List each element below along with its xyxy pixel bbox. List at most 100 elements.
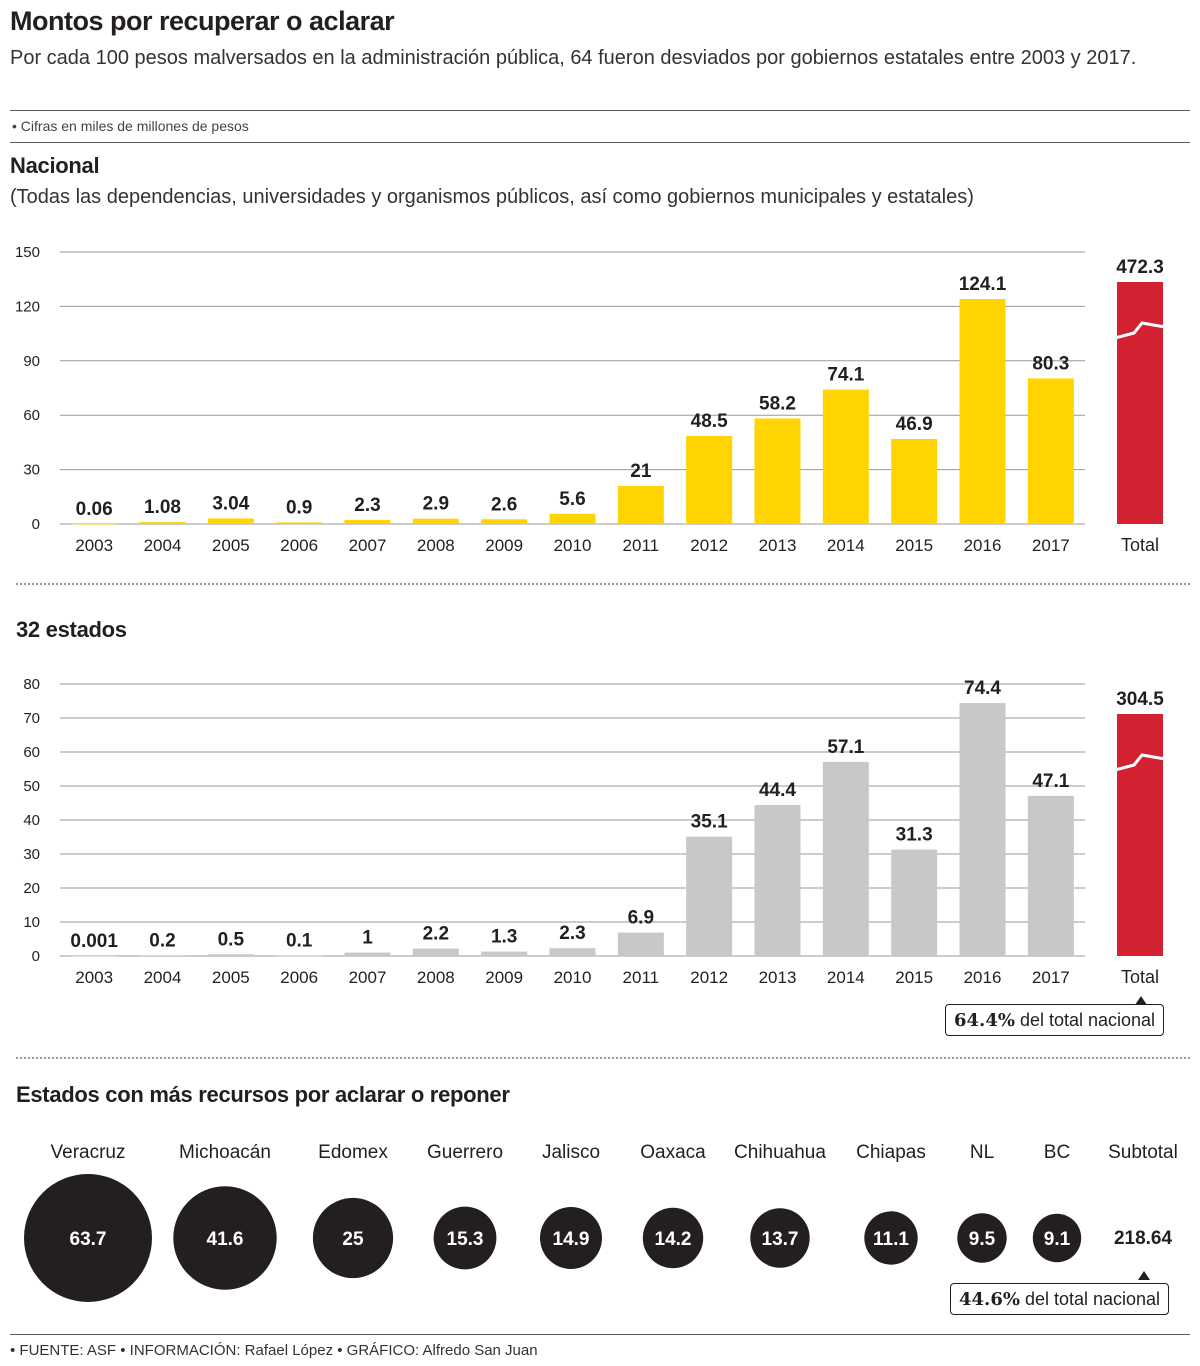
estados-value-label: 1.3 [491,927,517,948]
nacional-ytick-label: 120 [15,298,40,315]
nacional-category-label: 2015 [895,536,933,555]
nacional-value-label: 0.9 [286,497,312,518]
section-divider-1 [16,583,1190,585]
nacional-subtitle: (Todas las dependencias, universidades y… [10,186,974,208]
bubble-state-label: Guerrero [427,1142,503,1163]
nacional-value-label: 3.04 [212,493,249,514]
nacional-category-label: 2013 [759,536,797,555]
estados-ytick-label: 30 [23,846,40,863]
bubble [433,1206,497,1270]
estados-share-percent: 64.4% [954,1010,1015,1031]
estados-bar [617,932,664,956]
bubble-state-label: BC [1044,1142,1070,1163]
bubble [1032,1213,1082,1263]
estados-value-label: 74.4 [964,678,1001,699]
nacional-category-label: 2009 [485,536,523,555]
nacional-value-label: 124.1 [959,274,1007,295]
estados-category-label: 2016 [964,968,1002,987]
estados-category-label: 2013 [759,968,797,987]
estados-value-label: 57.1 [827,737,864,758]
nacional-value-label: 80.3 [1032,353,1069,374]
bubble-state-label: Edomex [318,1142,388,1163]
nacional-category-label: 2008 [417,536,455,555]
estados-bar [891,849,938,956]
nacional-value-label: 0.06 [76,499,113,520]
nacional-bar [276,522,323,524]
estados-bar [207,954,254,956]
bubble [750,1208,810,1268]
bubble [24,1174,152,1302]
estados-category-label: 2011 [623,968,660,987]
estados-total-label: Total [1121,967,1159,987]
bubble-value-label: 14.9 [553,1229,590,1250]
nacional-bar [207,518,254,524]
bubble-state-label: Chiapas [856,1142,926,1163]
estados-category-label: 2017 [1032,968,1070,987]
nacional-bar [139,522,186,524]
nacional-bar [1027,378,1074,524]
nacional-category-label: 2017 [1032,536,1070,555]
nacional-bar [481,519,528,524]
bubble-value-label: 25 [342,1229,364,1250]
bubbles-note-arrow [1138,1271,1150,1280]
bubble [864,1211,918,1265]
bubble-value-label: 63.7 [70,1229,107,1250]
subtotal-value: 218.64 [1114,1228,1173,1249]
estados-bar [822,761,869,956]
nacional-title: Nacional [10,153,100,178]
estados-bar [344,952,391,956]
estados-ytick-label: 50 [23,778,40,795]
estados-bar [71,955,118,957]
estados-value-label: 0.2 [149,930,175,951]
estados-value-label: 1 [362,928,373,949]
nacional-total-bar [1117,282,1163,524]
nacional-bar [412,518,459,524]
estados-value-label: 0.5 [218,929,245,950]
nacional-bar [344,519,391,524]
nacional-bar [959,298,1006,524]
estados-value-label: 0.1 [286,931,313,952]
bubble-value-label: 15.3 [447,1229,484,1250]
bubble-value-label: 11.1 [873,1229,909,1250]
bubble-value-label: 14.2 [655,1229,692,1250]
nacional-bar-chart: 0 30 60 90 120 150 0.06 2003 1.08 2004 3.04 2005 0.9… [15,244,1166,555]
footer-rule [10,1334,1190,1335]
nacional-total-value: 472.3 [1116,257,1164,278]
infographic-subtitle: Por cada 100 pesos malversados en la adm… [10,47,1137,69]
nacional-value-label: 2.3 [354,495,380,516]
bubble-state-label: Chihuahua [734,1142,826,1163]
bubble-value-label: 9.1 [1044,1229,1071,1250]
nacional-total-break-mark [1114,321,1166,340]
nacional-total-label: Total [1121,535,1159,555]
nacional-ytick-label: 0 [32,516,40,533]
bubble-state-label: Oaxaca [640,1142,706,1163]
estados-bar [754,805,801,956]
nacional-category-label: 2004 [144,536,182,555]
nacional-category-label: 2007 [349,536,387,555]
nacional-bar [891,438,938,524]
top-rule [10,110,1190,111]
section-divider-2 [16,1057,1190,1059]
estados-category-label: 2014 [827,968,865,987]
estados-bar-chart: 0 10 20 30 40 50 60 70 80 0.001 2003 0.2 2004 0.5 2005… [23,676,1166,987]
nacional-bar [549,513,596,524]
estados-bar [412,948,459,956]
estados-category-label: 2007 [349,968,387,987]
estados-category-label: 2010 [554,968,592,987]
bubbles-share-note: 44.6% del total nacional [950,1283,1170,1315]
bubble-value-label: 13.7 [762,1229,799,1250]
infographic-title: Montos por recuperar o aclarar [10,6,395,36]
estados-ytick-label: 70 [23,710,40,727]
estados-value-label: 31.3 [896,825,933,846]
estados-bar [549,948,596,956]
estados-bar [959,703,1006,956]
estados-bar [481,951,528,956]
estados-category-label: 2006 [280,968,318,987]
estados-value-label: 2.3 [559,923,585,944]
units-note: • Cifras en miles de millones de pesos [12,118,249,134]
bubble [540,1207,602,1269]
nacional-category-label: 2016 [964,536,1002,555]
nacional-ytick-label: 60 [23,407,40,424]
estados-bubble-chart: Subtotal 218.64 Veracruz 63.7 Michoacán 41.… [24,1142,1178,1302]
nacional-bar [754,418,801,524]
